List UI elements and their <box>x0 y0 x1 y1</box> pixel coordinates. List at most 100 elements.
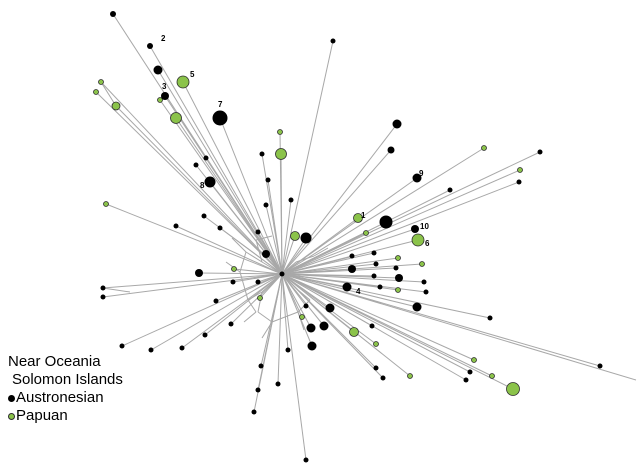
austronesian-node-64 <box>487 315 493 321</box>
network-edge-13 <box>280 153 283 275</box>
austronesian-node-40 <box>300 232 312 244</box>
austronesian-node-68 <box>306 323 316 333</box>
austronesian-node-88 <box>463 377 469 383</box>
network-edge-90 <box>281 273 514 390</box>
austronesian-node-81 <box>251 409 257 415</box>
austronesian-node-42 <box>195 269 203 277</box>
network-edge-93 <box>281 273 313 347</box>
papuan-node-67 <box>299 314 305 320</box>
austronesian-node-46 <box>255 279 261 285</box>
network-edge-32 <box>281 228 416 275</box>
black-dot-icon <box>8 394 15 402</box>
papuan-node-23 <box>481 145 487 151</box>
legend-item-austronesian: Austronesian <box>8 389 123 407</box>
austronesian-node-84 <box>380 375 386 381</box>
austronesian-node-62 <box>423 289 429 295</box>
web-edge-22 <box>243 311 257 323</box>
papuan-node-85 <box>407 373 413 379</box>
network-edge-68 <box>281 273 312 329</box>
web-edge-9 <box>239 251 247 273</box>
papuan-node-34 <box>103 201 109 207</box>
network-edge-44 <box>102 273 283 289</box>
legend-label-papuan: Papuan <box>16 407 68 424</box>
network-node-labels: 1 2 3 4 5 6 7 8 9 10 <box>161 34 430 296</box>
papuan-node-43 <box>231 266 237 272</box>
network-edge-10 <box>219 117 283 275</box>
network-edge-4 <box>100 81 283 275</box>
austronesian-node-22 <box>387 146 395 154</box>
austronesian-node-25 <box>412 173 422 183</box>
network-edge-7 <box>159 99 283 275</box>
austronesian-node-69 <box>319 321 329 331</box>
network-edge-76 <box>121 273 283 347</box>
legend: Near Oceania Solomon Islands Austronesia… <box>8 353 123 425</box>
network-edge-3 <box>182 81 283 275</box>
papuan-node-54 <box>395 255 401 261</box>
austronesian-node-75 <box>179 345 185 351</box>
network-edge-20 <box>281 199 292 275</box>
papuan-node-13 <box>275 148 287 160</box>
austronesian-node-59 <box>342 282 352 292</box>
network-edge-side-2 <box>102 287 131 293</box>
network-edge-37 <box>219 227 283 275</box>
papuan-node-87 <box>471 357 477 363</box>
network-edge-5 <box>95 91 283 275</box>
network-edge-23 <box>281 147 485 275</box>
legend-subregion: Solomon Islands <box>12 371 123 388</box>
austronesian-node-35 <box>173 223 179 229</box>
network-edge-40 <box>281 237 307 275</box>
austronesian-node-66 <box>325 303 335 313</box>
austronesian-node-91 <box>597 363 603 369</box>
network-edge-69 <box>281 273 325 327</box>
austronesian-node-56 <box>393 265 399 271</box>
austronesian-node-37 <box>217 225 223 231</box>
network-edge-22 <box>281 149 392 275</box>
austronesian-node-53 <box>371 273 377 279</box>
central-node <box>279 271 285 277</box>
network-edge-84 <box>281 273 384 379</box>
austronesian-node-32 <box>411 225 419 233</box>
web-edge-7 <box>257 291 263 313</box>
network-edge-50 <box>281 252 375 275</box>
austronesian-node-78 <box>285 347 291 353</box>
austronesian-node-41 <box>262 250 270 258</box>
network-edge-86 <box>281 273 471 373</box>
node-label-2: 2 <box>161 34 166 43</box>
austronesian-node-86 <box>467 369 473 375</box>
austronesian-node-94 <box>213 298 219 304</box>
network-edge-28 <box>281 181 520 275</box>
network-edge-91 <box>281 273 601 367</box>
node-label-4: 4 <box>356 287 361 296</box>
austronesian-node-51 <box>373 261 379 267</box>
network-edge-9 <box>175 117 283 275</box>
papuan-node-70 <box>349 327 359 337</box>
papuan-node-90 <box>506 382 520 396</box>
austronesian-node-71 <box>369 323 375 329</box>
web-edge-8 <box>247 299 257 313</box>
papuan-node-29 <box>353 213 363 223</box>
papuan-node-55 <box>419 261 425 267</box>
austronesian-node-30 <box>379 215 393 229</box>
legend-item-papuan: Papuan <box>8 407 123 425</box>
network-edge-42 <box>198 272 283 275</box>
network-edge-31 <box>281 232 367 275</box>
austronesian-node-93 <box>307 341 317 351</box>
papuan-node-6 <box>111 101 121 111</box>
austronesian-node-24 <box>537 149 543 155</box>
austronesian-node-65 <box>303 303 309 309</box>
austronesian-node-11 <box>330 38 336 44</box>
network-edge-19 <box>265 204 283 275</box>
web-edge-20 <box>231 237 247 253</box>
austronesian-node-2 <box>153 65 163 75</box>
node-label-7: 7 <box>218 100 223 109</box>
austronesian-node-17 <box>204 176 216 188</box>
papuan-node-9 <box>170 112 182 124</box>
austronesian-node-10 <box>212 110 228 126</box>
austronesian-node-19 <box>263 202 269 208</box>
austronesian-node-74 <box>202 332 208 338</box>
papuan-node-61 <box>395 287 401 293</box>
austronesian-node-60 <box>377 284 383 290</box>
network-edge-6 <box>115 105 283 275</box>
